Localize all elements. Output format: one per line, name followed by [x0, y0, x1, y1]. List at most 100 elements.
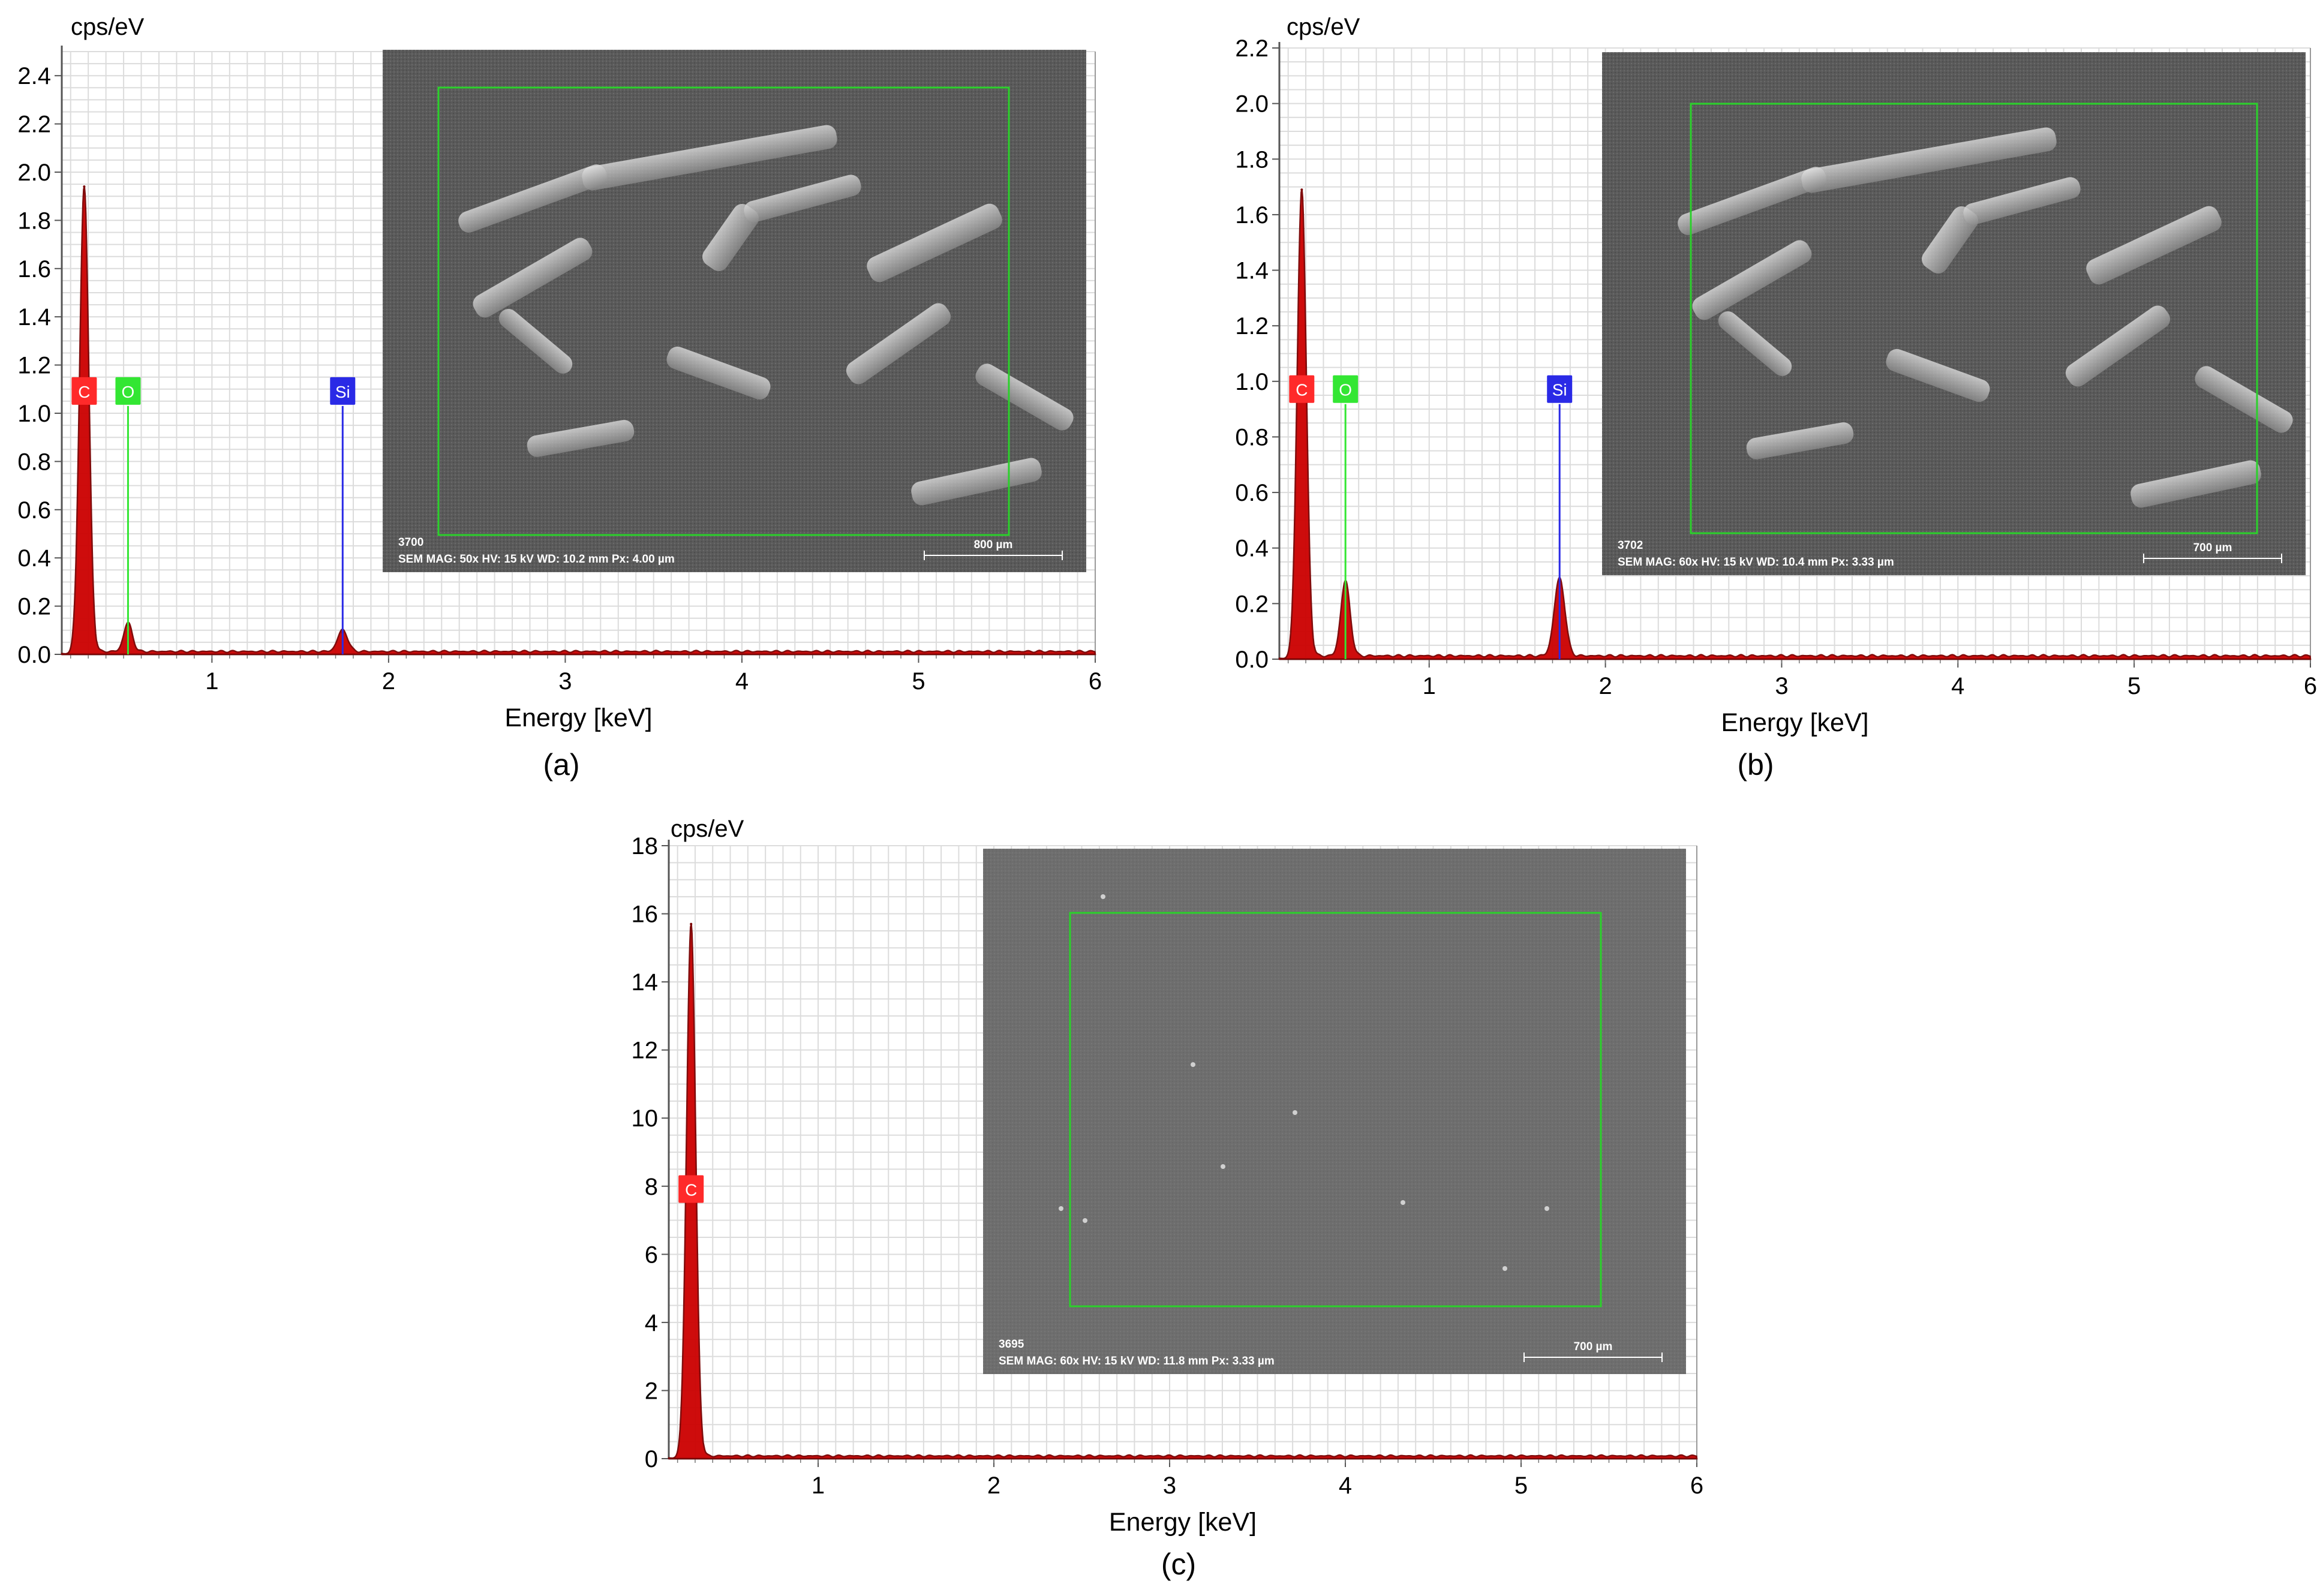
y-tick-label: 1.6 [1235, 202, 1269, 229]
sem-info-bar: SEM MAG: 50x HV: 15 kV WD: 10.2 mm Px: 4… [398, 553, 675, 566]
x-tick-label: 3 [1163, 1472, 1176, 1499]
x-tick-label: 5 [1514, 1472, 1528, 1499]
sem-speck [1293, 1110, 1297, 1115]
x-tick-label: 4 [1339, 1472, 1352, 1499]
x-tick-label: 1 [812, 1472, 825, 1499]
sem-fiber [2195, 366, 2293, 433]
x-tick-label: 3 [1775, 673, 1788, 699]
x-tick-label: 6 [1690, 1472, 1703, 1499]
sem-speck [1083, 1218, 1087, 1223]
y-tick-label: 0 [645, 1446, 658, 1472]
y-tick-label: 0.2 [1235, 591, 1269, 617]
spectrum-area [61, 186, 1096, 656]
y-axis-unit-label: cps/eV [1287, 14, 1360, 40]
sem-analysis-region [1690, 103, 2258, 534]
y-tick-label: 0.2 [17, 594, 51, 620]
element-label-box [330, 377, 356, 405]
x-tick-label: 2 [987, 1472, 1000, 1499]
y-tick-label: 1.0 [17, 401, 51, 427]
y-tick-label: 10 [632, 1105, 659, 1132]
sem-image-id: 3702 [1618, 539, 1643, 552]
element-label: C [1296, 381, 1308, 399]
x-tick-label: 6 [1089, 668, 1102, 695]
sem-fiber [744, 175, 861, 223]
sem-fiber [1886, 348, 1990, 402]
sem-fiber [2130, 460, 2261, 508]
y-tick-label: 2.2 [1235, 35, 1269, 62]
x-axis-title: Energy [keV] [504, 704, 652, 732]
sem-fiber [666, 346, 771, 400]
x-tick-label: 1 [1423, 673, 1436, 699]
x-tick-label: 5 [2127, 673, 2141, 699]
element-label-box [1547, 375, 1573, 403]
x-axis-title: Energy [keV] [1109, 1508, 1257, 1537]
sem-analysis-region [1069, 912, 1602, 1308]
sem-fiber [458, 164, 607, 233]
y-tick-label: 8 [645, 1174, 658, 1200]
y-tick-label: 1.6 [17, 256, 51, 282]
x-tick-label: 4 [735, 668, 749, 695]
peak-apex [83, 185, 86, 188]
sem-speck [1544, 1206, 1549, 1211]
element-label-box [1289, 375, 1315, 403]
x-tick-label: 4 [1951, 673, 1964, 699]
element-label: Si [1552, 381, 1567, 399]
y-axis-unit-label: cps/eV [71, 14, 145, 40]
y-tick-label: 2 [645, 1378, 658, 1404]
y-tick-label: 12 [632, 1038, 659, 1064]
sem-info-bar: SEM MAG: 60x HV: 15 kV WD: 10.4 mm Px: 3… [1618, 556, 1894, 569]
sem-fiber [582, 125, 837, 191]
element-label-box [115, 377, 141, 405]
y-tick-label: 16 [632, 901, 659, 928]
sem-fiber [1922, 206, 1978, 274]
x-tick-label: 2 [382, 668, 395, 695]
y-tick-label: 2.4 [17, 63, 51, 89]
y-tick-label: 0.0 [1235, 647, 1269, 673]
element-label-box [71, 377, 97, 405]
y-tick-label: 0.4 [17, 545, 51, 572]
element-label: Si [335, 383, 350, 401]
sem-scale-label: 700 µm [2193, 542, 2232, 554]
x-tick-label: 3 [558, 668, 572, 695]
element-label-box [678, 1175, 704, 1203]
element-label: O [1339, 381, 1352, 399]
sem-fiber [975, 363, 1074, 431]
y-tick-label: 1.4 [1235, 258, 1269, 284]
sem-inset: 3700 SEM MAG: 50x HV: 15 kV WD: 10.2 mm P… [383, 50, 1086, 572]
sem-fiber [1963, 177, 2081, 225]
y-tick-label: 1.0 [1235, 369, 1269, 395]
sem-info-bar: SEM MAG: 60x HV: 15 kV WD: 11.8 mm Px: 3… [999, 1355, 1275, 1367]
sem-inset: 3695 SEM MAG: 60x HV: 15 kV WD: 11.8 mm P… [983, 849, 1686, 1374]
x-tick-label: 2 [1598, 673, 1612, 699]
y-tick-label: 0.6 [1235, 480, 1269, 506]
y-tick-label: 1.2 [1235, 313, 1269, 339]
sem-scale-label: 800 µm [974, 539, 1013, 551]
y-tick-label: 0.8 [1235, 424, 1269, 450]
chart-panel: 0.0 0.2 0.4 0.6 0.8 1.0 1.2 1.4 1.6 1.8 2.0 2.2 1 2 3 4… [1235, 14, 2317, 782]
peak-apex [1300, 188, 1303, 191]
x-tick-label: 5 [912, 668, 925, 695]
spectrum-area [668, 924, 1698, 1460]
panel-caption: (c) [1161, 1547, 1196, 1581]
sem-image-id: 3695 [999, 1338, 1024, 1351]
sem-fiber [1746, 422, 1854, 459]
sem-fiber [846, 303, 951, 384]
chart-panel: 0.0 0.2 0.4 0.6 0.8 1.0 1.2 1.4 1.6 1.8 2.0 2.2 2.4 1… [17, 14, 1102, 782]
panel-caption: (b) [1737, 748, 1774, 782]
peak-apex [690, 922, 693, 925]
sem-fiber [1692, 240, 1812, 320]
x-axis-title: Energy [keV] [1721, 708, 1868, 737]
y-tick-label: 2.0 [17, 160, 51, 186]
x-tick-label: 6 [2304, 673, 2317, 699]
y-tick-label: 1.2 [17, 353, 51, 379]
y-tick-label: 18 [632, 833, 659, 859]
y-tick-label: 1.8 [17, 208, 51, 234]
y-tick-label: 0.0 [17, 642, 51, 668]
sem-image [983, 849, 1686, 1374]
sem-fiber [1678, 167, 1826, 235]
element-label: C [78, 383, 90, 401]
sem-fiber [473, 238, 593, 318]
element-label: C [685, 1180, 697, 1199]
sem-speck [1059, 1206, 1063, 1211]
